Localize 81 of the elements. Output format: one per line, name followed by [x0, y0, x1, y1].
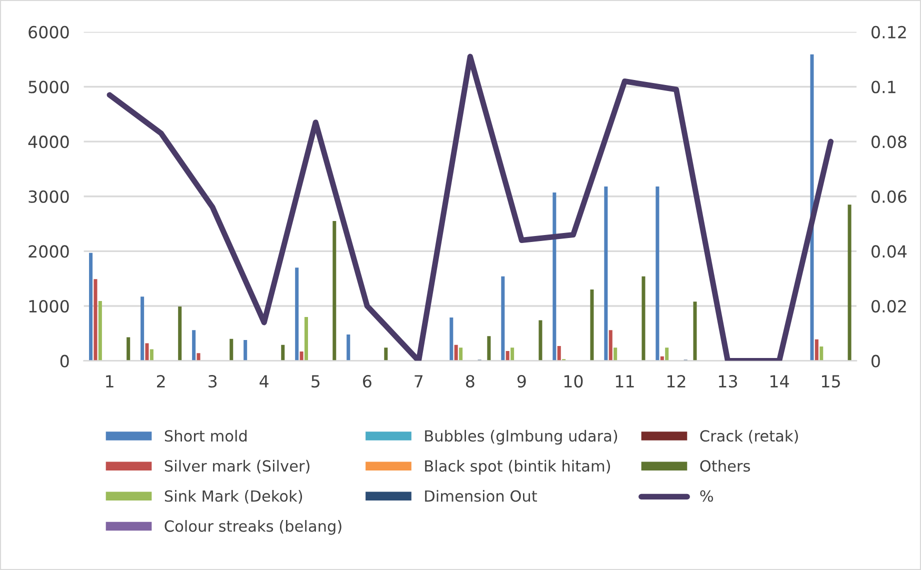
- y-tick-label: 1000: [29, 300, 69, 313]
- bar: [450, 318, 454, 361]
- x-tick-label: 10: [564, 374, 583, 388]
- bar: [145, 343, 149, 361]
- bar: [538, 320, 542, 361]
- y-tick-label: 6000: [28, 26, 69, 38]
- bar: [300, 351, 304, 361]
- y-tick-label: 0: [60, 354, 69, 368]
- bar: [820, 346, 824, 361]
- bar: [346, 334, 350, 361]
- legend-label: Short mold: [164, 430, 247, 442]
- x-tick-label: 3: [208, 374, 217, 388]
- bar: [89, 252, 93, 361]
- y-tick-label: 3000: [28, 190, 69, 203]
- bar: [506, 350, 510, 361]
- x-tick-label: 11: [616, 375, 634, 388]
- bar: [140, 296, 144, 361]
- bar: [244, 340, 248, 361]
- x-tick-label: 2: [157, 374, 165, 388]
- x-tick-label: 14: [770, 375, 789, 388]
- x-tick-label: 6: [363, 374, 372, 388]
- legend-label: Dimension Out: [425, 490, 538, 502]
- y2-tick-label: 0.06: [872, 190, 906, 203]
- y2-tick-label: 0.1: [872, 80, 896, 94]
- bar: [557, 346, 561, 361]
- bar: [230, 338, 234, 361]
- bar: [196, 353, 200, 361]
- bar: [848, 204, 852, 361]
- y-tick-label: 5000: [28, 80, 69, 94]
- bar: [501, 276, 505, 361]
- bar: [281, 344, 285, 361]
- bar: [150, 349, 154, 361]
- bar: [384, 348, 388, 361]
- bar: [810, 54, 814, 361]
- y-tick-label: 2000: [28, 245, 69, 258]
- y2-tick-label: 0.04: [872, 245, 907, 258]
- x-tick-label: 9: [517, 374, 526, 388]
- bar: [693, 302, 697, 361]
- x-tick-label: 7: [414, 375, 423, 388]
- bar: [614, 348, 618, 361]
- bar: [295, 268, 299, 361]
- x-tick-label: 15: [822, 375, 840, 388]
- y-tick-label: 4000: [28, 136, 69, 148]
- bar: [604, 186, 608, 361]
- x-tick-label: 8: [466, 374, 474, 388]
- legend-label: %: [700, 490, 714, 502]
- x-tick-label: 12: [667, 374, 686, 388]
- y2-tick-label: 0.02: [872, 300, 906, 313]
- y2-tick-label: 0: [872, 354, 880, 368]
- legend-label: Black spot (bintik hitam): [425, 460, 610, 475]
- bar: [192, 330, 196, 361]
- bar: [656, 186, 660, 361]
- x-tick-label: 1: [106, 375, 114, 388]
- bar: [590, 290, 594, 361]
- bar: [487, 336, 491, 361]
- legend-label: Others: [700, 460, 750, 472]
- legend-label: Colour streaks (belang): [164, 520, 342, 535]
- x-tick-label: 5: [312, 375, 320, 388]
- bar: [94, 279, 98, 361]
- y2-tick-label: 0.12: [872, 26, 906, 38]
- bar: [660, 356, 664, 361]
- bar: [332, 221, 336, 361]
- bar: [665, 348, 669, 361]
- bar: [814, 339, 818, 361]
- legend-label: Sink Mark (Dekok): [164, 490, 302, 504]
- bar: [98, 301, 102, 361]
- bar: [608, 330, 612, 361]
- x-tick-label: 13: [718, 374, 738, 388]
- bar: [126, 337, 130, 361]
- bar: [552, 192, 556, 361]
- y2-tick-label: 0.08: [872, 136, 906, 148]
- bar: [304, 316, 308, 361]
- legend-label: Bubbles (glmbung udara): [425, 430, 618, 445]
- legend-label: Silver mark (Silver): [164, 460, 310, 474]
- bar: [178, 306, 182, 361]
- bar: [459, 348, 463, 361]
- x-tick-label: 4: [260, 375, 268, 388]
- bar: [510, 348, 514, 361]
- legend-label: Crack (retak): [700, 430, 798, 444]
- bar: [642, 276, 646, 361]
- bar: [454, 344, 458, 361]
